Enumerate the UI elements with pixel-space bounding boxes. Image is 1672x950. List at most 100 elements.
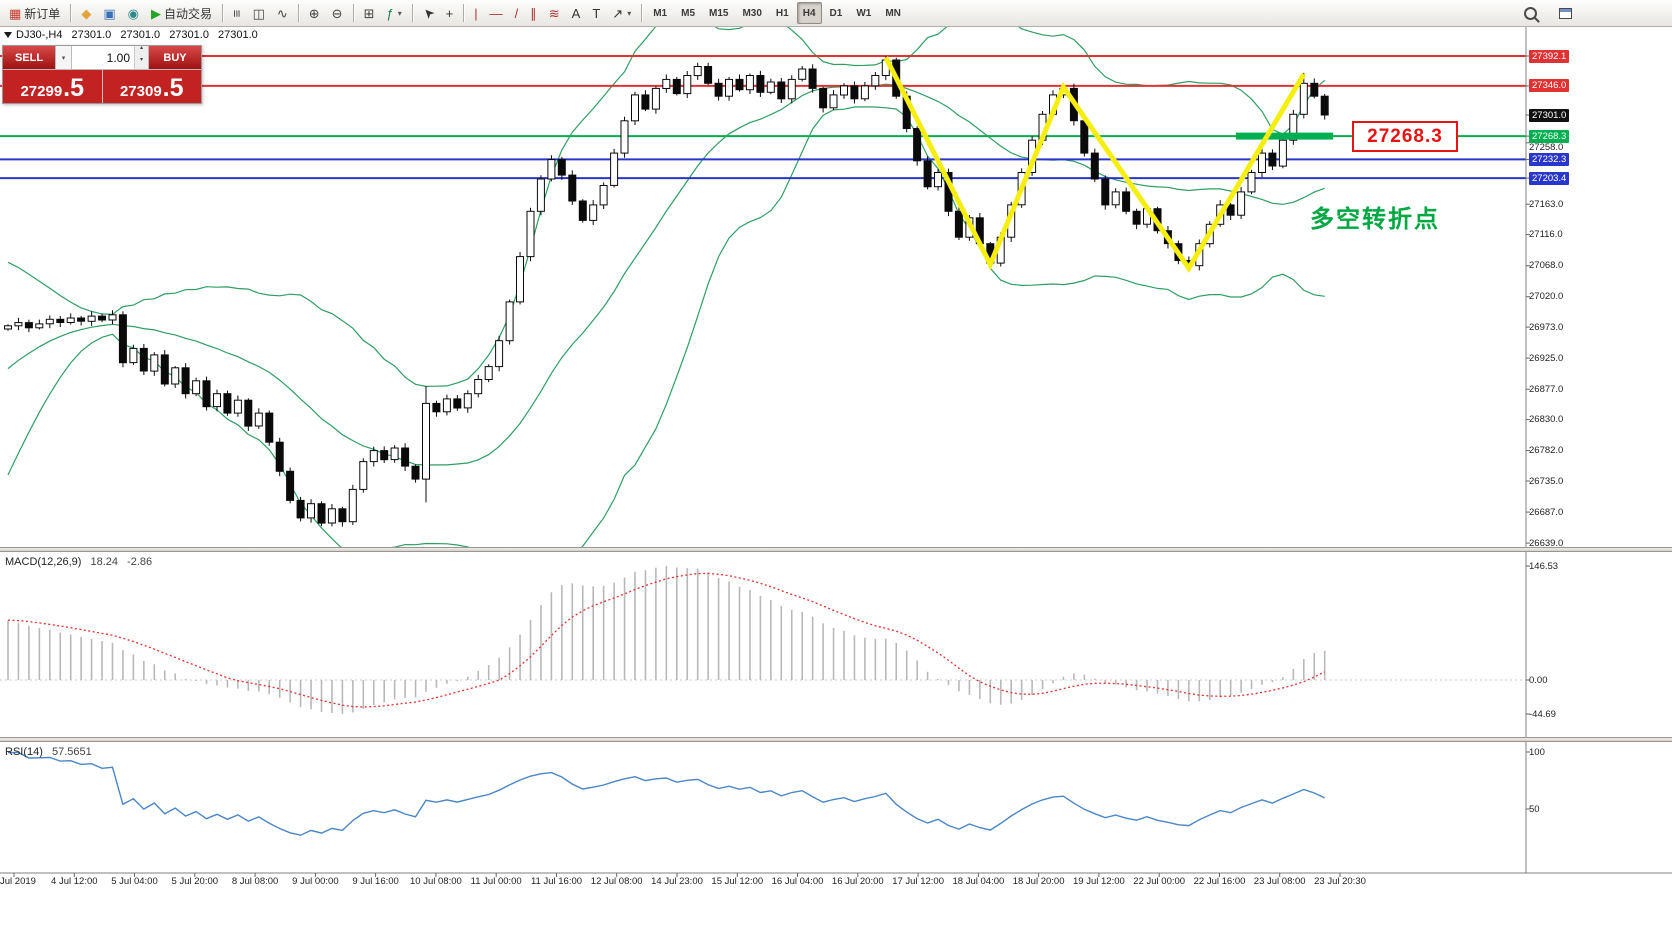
new-chart-button[interactable] — [1554, 2, 1577, 24]
timeframe-w1-label: W1 — [856, 7, 872, 19]
toolbar: ▦ 新订单 ◆ ▣ ◉ ▶ 自动交易 ≡ ◫ ∿ ⊕ ⊖ ⊞ ƒ ▾ ➤ + | — / ∥ ≋ A T ↗ ▾ M1 M5 M15 M3… — [0, 0, 1672, 27]
candle — [1289, 113, 1298, 141]
indicators-button[interactable]: ƒ ▾ — [381, 2, 406, 24]
price-axis-label: 27020.0 — [1529, 291, 1564, 303]
label-button[interactable]: T — [587, 2, 605, 24]
auto-trading-button[interactable]: ▶ 自动交易 — [146, 2, 217, 24]
timeframe-m15-label: M15 — [709, 7, 729, 19]
candle — [871, 75, 880, 87]
time-axis-label: 10 Jul 08:00 — [410, 876, 462, 887]
buy-price-button[interactable]: 27309 .5 — [101, 70, 201, 103]
price-axis-label: 26877.0 — [1529, 383, 1564, 395]
candle — [150, 354, 159, 372]
text-button[interactable]: A — [567, 2, 586, 24]
channel-button[interactable]: ∥ — [525, 2, 542, 24]
zoom-in-button[interactable]: ⊕ — [304, 2, 325, 24]
candle — [829, 94, 838, 109]
auto-trading-icon: ▶ — [150, 5, 161, 21]
zoom-out-button[interactable]: ⊖ — [327, 2, 348, 24]
timeframe-m1[interactable]: M1 — [647, 2, 673, 24]
candle — [66, 317, 75, 323]
macd-axis-label: 146.53 — [1529, 560, 1559, 572]
time-axis-label: 18 Jul 20:00 — [1012, 876, 1065, 887]
candle — [756, 75, 765, 93]
price-axis-label: 26830.0 — [1529, 414, 1564, 426]
vertical-line-button[interactable]: | — [469, 2, 482, 24]
timeframe-h1[interactable]: H1 — [770, 2, 795, 24]
toolbar-left-groups: ▦ 新订单 ◆ ▣ ◉ ▶ 自动交易 ≡ ◫ ∿ ⊕ ⊖ ⊞ ƒ ▾ ➤ + | — / ∥ ≋ A T ↗ ▾ M1 M5 M15 M3… — [3, 0, 908, 26]
timeframe-w1[interactable]: W1 — [850, 2, 877, 24]
line-chart-icon: ∿ — [276, 5, 288, 21]
panel-splitter-macd[interactable] — [0, 547, 1672, 552]
candle — [777, 81, 786, 100]
volume-step-up-icon[interactable]: ▴ — [139, 45, 143, 51]
chart-annotation-text[interactable]: 多空转折点 — [1310, 206, 1440, 233]
candle — [1299, 82, 1308, 115]
time-axis: 3 Jul 2019 4 Jul 12:00 5 Jul 04:00 5 Jul 20… — [0, 874, 1672, 891]
timeframe-mn[interactable]: MN — [879, 2, 907, 24]
market-watch-button[interactable]: ◆ — [76, 2, 96, 24]
volume-input[interactable]: 1.00 — [72, 46, 134, 69]
toolbar-separator — [297, 4, 299, 22]
fibonacci-button[interactable]: ≋ — [544, 2, 565, 24]
sell-price-button[interactable]: 27299 .5 — [3, 70, 102, 103]
new-order-button[interactable]: ▦ 新订单 — [4, 2, 65, 24]
cursor-button[interactable]: ➤ — [418, 2, 439, 24]
volume-dropdown-icon[interactable]: ▾ — [55, 46, 72, 69]
chart-info-bar: DJ30-,H4 27301.0 27301.0 27301.0 27301.0 — [16, 29, 264, 41]
zigzag-drawing — [883, 56, 1306, 273]
bar-chart-button[interactable]: ≡ — [228, 2, 246, 24]
candle — [578, 200, 587, 221]
candle — [651, 87, 660, 110]
high-value: 27301.0 — [120, 29, 161, 41]
macd-name: MACD(12,26,9) — [5, 556, 82, 568]
candle — [244, 399, 253, 427]
macd-histogram — [7, 566, 1326, 714]
rsi-label: RSI(14) 57.5651 — [5, 746, 92, 758]
chevron-down-icon: ▾ — [397, 8, 402, 18]
navigator-button[interactable]: ◉ — [123, 2, 144, 24]
timeframe-d1[interactable]: D1 — [824, 2, 849, 24]
hline-price-label: 27392.1 — [1529, 49, 1570, 63]
candle — [1122, 191, 1131, 212]
candle — [24, 322, 33, 329]
time-axis-label: 19 Jul 12:00 — [1073, 876, 1125, 887]
label-icon: T — [592, 5, 601, 21]
candle — [474, 379, 483, 395]
timeframe-m30[interactable]: M30 — [736, 2, 767, 24]
timeframe-m15[interactable]: M15 — [703, 2, 734, 24]
time-axis-label: 5 Jul 04:00 — [111, 876, 158, 887]
horizontal-line-button[interactable]: — — [485, 2, 508, 24]
time-axis-label: 11 Jul 16:00 — [530, 876, 583, 887]
trendline-button[interactable]: / — [510, 2, 524, 24]
search-button[interactable] — [1519, 2, 1542, 24]
sell-button[interactable]: SELL — [3, 46, 55, 69]
candlestick-chart-button[interactable]: ◫ — [248, 2, 270, 24]
time-axis-label: 22 Jul 16:00 — [1193, 876, 1246, 887]
panel-splitter-rsi[interactable] — [0, 737, 1672, 742]
data-window-button[interactable]: ▣ — [98, 2, 120, 24]
tile-windows-icon: ⊞ — [363, 5, 375, 21]
price-callout[interactable]: 27268.3 — [1352, 121, 1458, 152]
line-chart-button[interactable]: ∿ — [272, 2, 293, 24]
timeframe-m30-label: M30 — [742, 7, 762, 19]
candle — [275, 441, 284, 472]
candle — [495, 340, 504, 368]
crosshair-button[interactable]: + — [441, 2, 459, 24]
volume-step-down-icon[interactable]: ▾ — [139, 56, 143, 63]
data-window-icon: ▣ — [103, 5, 116, 21]
candle — [934, 172, 942, 188]
arrows-button[interactable]: ↗ ▾ — [607, 2, 636, 24]
candle — [380, 450, 389, 461]
one-click-toggle-icon[interactable] — [4, 32, 12, 38]
candle — [1101, 178, 1110, 206]
timeframe-h4[interactable]: H4 — [796, 2, 822, 24]
candle — [766, 81, 775, 93]
volume-stepper[interactable]: ▴ ▾ — [134, 45, 149, 69]
candle — [160, 354, 169, 385]
sell-price-frac: .5 — [63, 74, 85, 102]
buy-button[interactable]: BUY — [149, 46, 201, 69]
timeframe-m5[interactable]: M5 — [675, 2, 701, 24]
tile-windows-button[interactable]: ⊞ — [359, 2, 380, 24]
